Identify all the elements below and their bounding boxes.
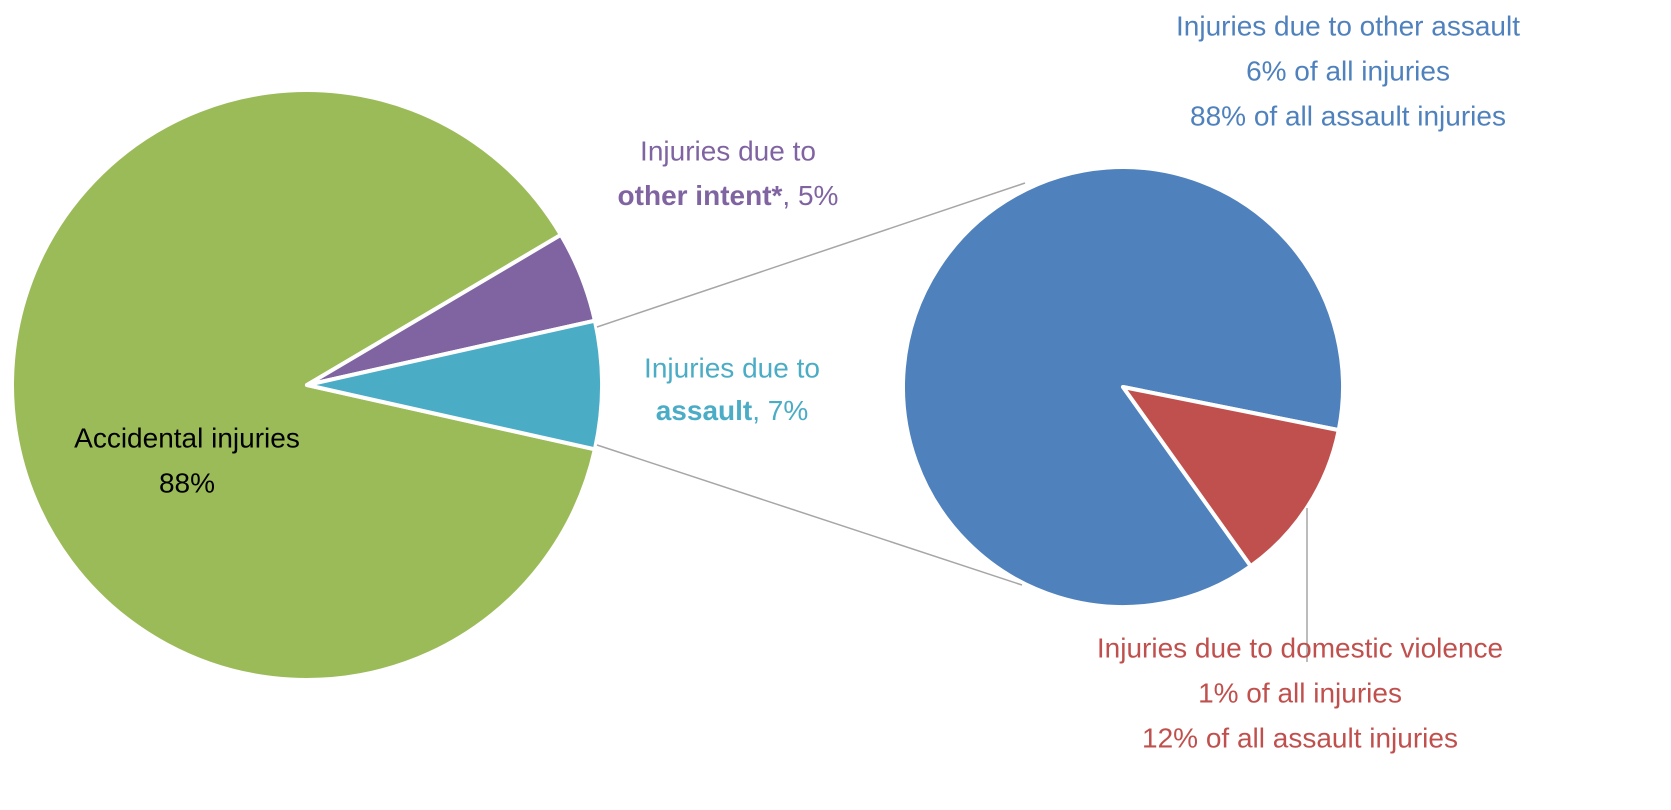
value-label: 88% of all assault injuries <box>1190 100 1506 131</box>
value-label: 7% <box>768 395 808 426</box>
pie-slice <box>1121 385 1341 569</box>
slice-label-prefix: Injuries due to <box>640 135 816 166</box>
slice-label-prefix: Injuries due to <box>644 352 820 383</box>
connector-line <box>596 182 1026 328</box>
share-label: 6% of all injuries <box>1246 55 1450 86</box>
pie-slice <box>10 88 597 682</box>
pie-slice <box>305 318 604 452</box>
share-label: 1% of all injuries <box>1198 677 1402 708</box>
separator: , <box>752 395 768 426</box>
slice-label: assault, 7% <box>656 395 809 426</box>
slice-name: other intent* <box>618 180 783 211</box>
slice-label: other intent*, 5% <box>618 180 839 211</box>
value-label: 12% of all assault injuries <box>1142 722 1458 753</box>
value-label: 88% <box>159 467 215 498</box>
marks <box>10 88 1345 682</box>
connector-line <box>596 444 1023 586</box>
slice-label: Accidental injuries <box>74 422 300 453</box>
value-label: 5% <box>798 180 838 211</box>
separator: , <box>782 180 798 211</box>
slice-label: Injuries due to other assault <box>1176 10 1520 41</box>
slice-name: assault <box>656 395 753 426</box>
slice-label: Injuries due to domestic violence <box>1097 632 1503 663</box>
